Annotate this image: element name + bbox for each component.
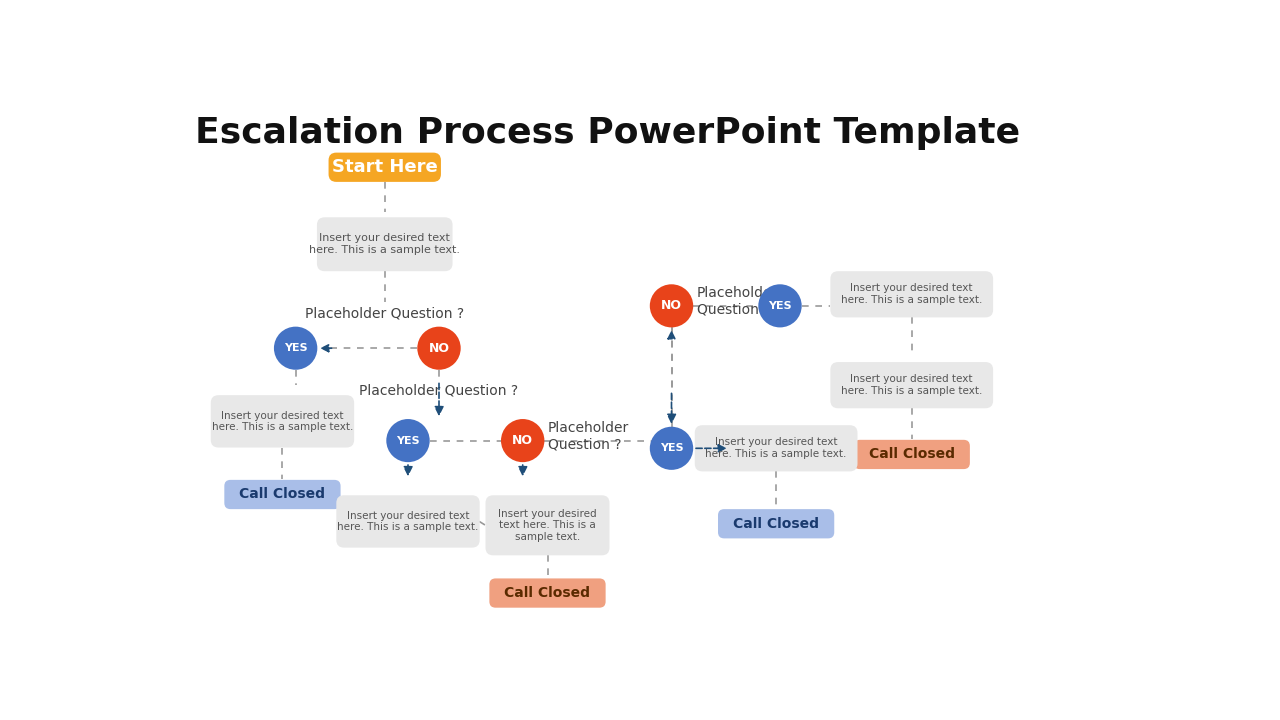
Text: NO: NO (429, 342, 449, 355)
Text: Insert your desired text
here. This is a sample text.: Insert your desired text here. This is a… (310, 233, 461, 255)
Ellipse shape (417, 327, 461, 370)
Ellipse shape (387, 419, 430, 462)
Ellipse shape (650, 284, 694, 328)
Ellipse shape (274, 327, 317, 370)
FancyBboxPatch shape (317, 217, 453, 271)
Text: Escalation Process PowerPoint Template: Escalation Process PowerPoint Template (195, 116, 1020, 150)
Text: Call Closed: Call Closed (239, 487, 325, 502)
FancyBboxPatch shape (831, 271, 993, 318)
Ellipse shape (500, 419, 544, 462)
Text: Placeholder
Question ?: Placeholder Question ? (698, 286, 778, 316)
FancyBboxPatch shape (695, 426, 858, 472)
Ellipse shape (758, 284, 801, 328)
Text: NO: NO (512, 434, 534, 447)
Text: Placeholder
Question ?: Placeholder Question ? (548, 421, 628, 451)
FancyBboxPatch shape (831, 362, 993, 408)
Text: Placeholder Question ?: Placeholder Question ? (305, 307, 465, 320)
FancyBboxPatch shape (489, 578, 605, 608)
FancyBboxPatch shape (337, 495, 480, 548)
FancyBboxPatch shape (718, 509, 835, 539)
Ellipse shape (650, 427, 694, 470)
FancyBboxPatch shape (854, 440, 970, 469)
Text: YES: YES (659, 444, 684, 454)
Text: Placeholder Question ?: Placeholder Question ? (360, 384, 518, 397)
Text: YES: YES (397, 436, 420, 446)
Text: Insert your desired text
here. This is a sample text.: Insert your desired text here. This is a… (705, 438, 847, 459)
Text: Insert your desired text
here. This is a sample text.: Insert your desired text here. This is a… (338, 510, 479, 532)
FancyBboxPatch shape (485, 495, 609, 555)
Text: Insert your desired text
here. This is a sample text.: Insert your desired text here. This is a… (211, 410, 353, 432)
Text: Insert your desired text
here. This is a sample text.: Insert your desired text here. This is a… (841, 374, 983, 396)
Text: Insert your desired text
here. This is a sample text.: Insert your desired text here. This is a… (841, 284, 983, 305)
FancyBboxPatch shape (329, 153, 440, 182)
Text: Call Closed: Call Closed (504, 586, 590, 600)
Text: YES: YES (284, 343, 307, 354)
Text: YES: YES (768, 301, 792, 311)
FancyBboxPatch shape (211, 395, 355, 448)
Text: Call Closed: Call Closed (869, 447, 955, 462)
Text: Call Closed: Call Closed (733, 517, 819, 531)
Text: Start Here: Start Here (332, 158, 438, 176)
FancyBboxPatch shape (224, 480, 340, 509)
Text: Insert your desired
text here. This is a
sample text.: Insert your desired text here. This is a… (498, 509, 596, 542)
Text: NO: NO (660, 300, 682, 312)
